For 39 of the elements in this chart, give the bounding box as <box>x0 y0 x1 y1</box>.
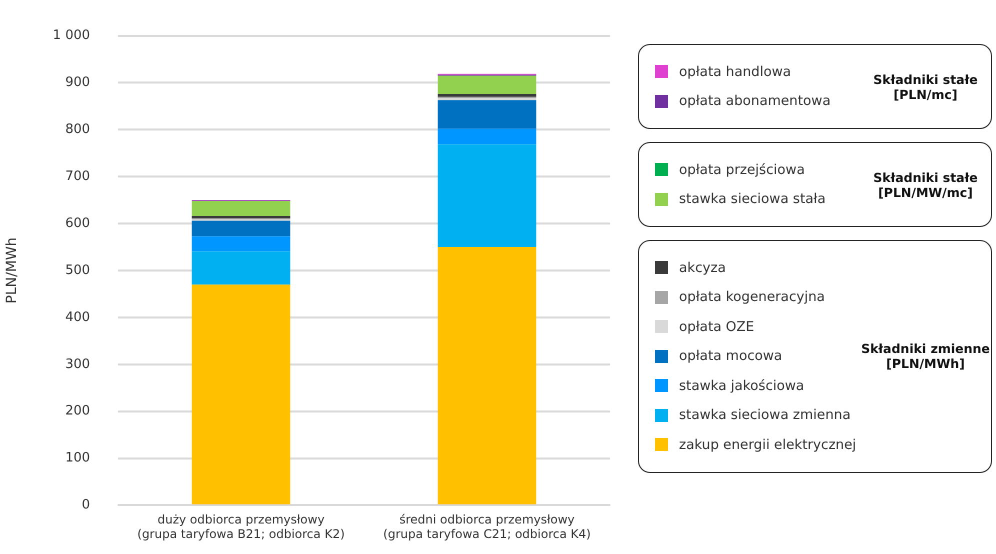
bar <box>438 247 536 504</box>
y-tick-label: 1 000 <box>52 28 90 44</box>
y-tick-label: 0 <box>82 498 90 513</box>
y-tick-label: 200 <box>65 404 90 419</box>
text: Składniki zmienne [PLN/MWh] <box>860 341 991 372</box>
y-axis-title: PLN/MWh <box>4 237 20 304</box>
y-tick-label: 800 <box>65 122 90 138</box>
y-tick-label: 300 <box>65 356 90 372</box>
y-tick-label: 500 <box>65 262 90 278</box>
bar <box>438 100 536 129</box>
text: Składniki stałe [PLN/MW/mc] <box>872 170 979 200</box>
legend-label: stawka sieciowa stała <box>679 191 826 208</box>
legend-label: opłata OZE <box>679 318 754 335</box>
bar <box>192 201 290 216</box>
y-tick-label: 900 <box>65 75 90 90</box>
y-tick-label: 600 <box>65 216 90 231</box>
legend-label: opłata kogeneracyjna <box>679 289 825 306</box>
legend-label: zakup energii elektrycznej <box>679 436 856 453</box>
bar <box>192 236 290 252</box>
legend-label: opłata abonamentowa <box>679 93 831 110</box>
legend-label: opłata mocowa <box>679 348 782 364</box>
legend-label: stawka sieciowa zmienna <box>679 407 851 424</box>
bar <box>438 128 536 144</box>
legend-label: opłata przejściowa <box>679 162 805 178</box>
legend-label: opłata handlowa <box>679 64 792 80</box>
bar <box>192 220 290 236</box>
x-tick-label: średni odbiorca przemysłowy (grupa taryfowa C21; odbiorca K4) <box>383 512 591 541</box>
bar <box>438 144 536 248</box>
bar <box>438 76 536 94</box>
text: Składniki stałe [PLN/mc] <box>872 72 979 102</box>
bar <box>192 251 290 285</box>
bar <box>438 94 536 97</box>
y-tick-label: 700 <box>65 168 90 184</box>
bar <box>192 284 290 504</box>
legend-label: stawka jakościowa <box>679 378 804 394</box>
legend-label: akcyza <box>679 260 726 276</box>
y-tick-label: 100 <box>65 450 90 466</box>
x-tick-label: duży odbiorca przemysłowy (grupa taryfowa B21; odbiorca K2) <box>137 512 345 541</box>
y-tick-label: 400 <box>65 310 90 325</box>
